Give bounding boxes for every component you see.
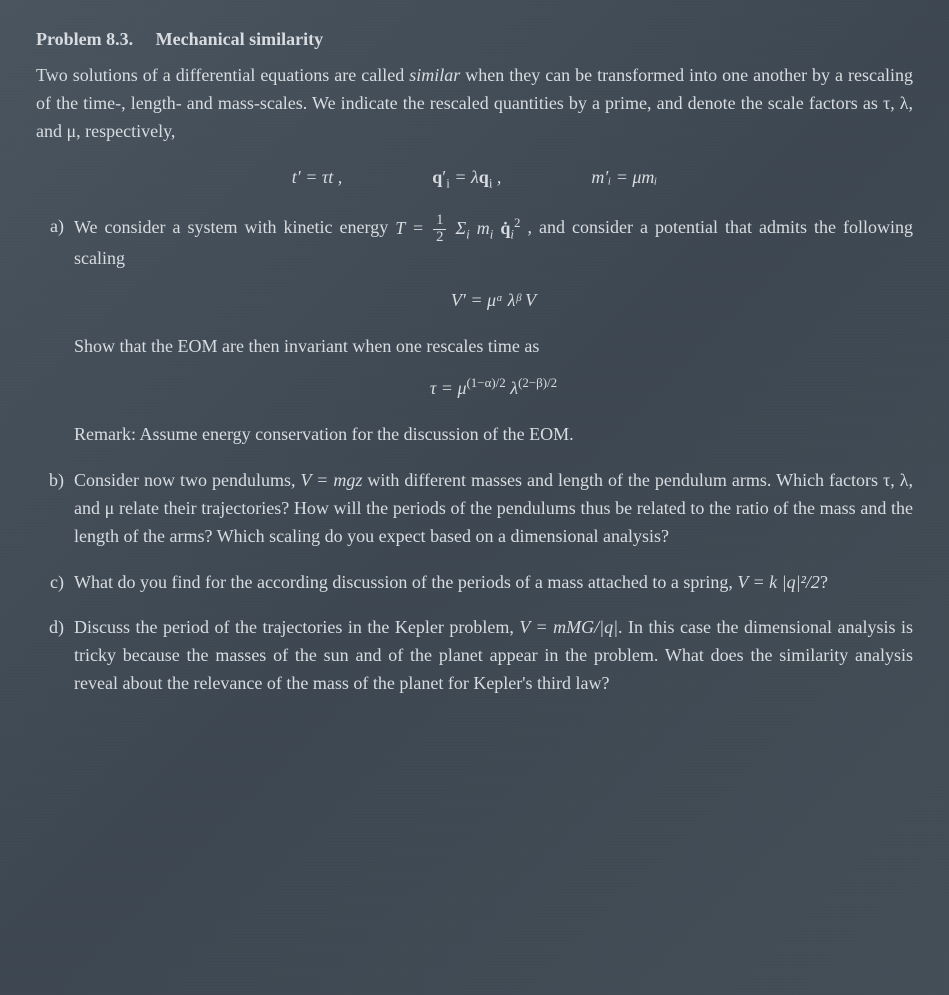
part-c-body: What do you find for the according discu… [74,569,913,597]
intro-text-1: Two solutions of a differential equation… [36,65,409,85]
part-c-V: V = k |q|²/2 [737,572,820,592]
scale-definitions: t′ = τt , q′i = λqi , m′ᵢ = μmᵢ [36,164,913,192]
part-b-label: b) [36,467,64,551]
scale-time: t′ = τt , [292,164,343,192]
part-c-label: c) [36,569,64,597]
part-c: c) What do you find for the according di… [36,569,913,597]
eq-tau: τ = μ(1−α)/2 λ(2−β)/2 [74,375,913,403]
part-c-pre: What do you find for the according discu… [74,572,737,592]
q-prime: q [432,167,442,187]
problem-number: Problem 8.3. [36,29,133,49]
part-a-body: We consider a system with kinetic energy… [74,213,913,448]
part-a-remark: Remark: Assume energy conservation for t… [74,421,913,449]
part-a-show: Show that the EOM are then invariant whe… [74,333,913,361]
problem-header: Problem 8.3. Mechanical similarity [36,26,913,54]
part-d-pre: Discuss the period of the trajectories i… [74,617,519,637]
part-d: d) Discuss the period of the trajectorie… [36,614,913,698]
problem-title: Mechanical similarity [156,29,323,49]
part-d-body: Discuss the period of the trajectories i… [74,614,913,698]
part-a-label: a) [36,213,64,448]
part-b-pre: Consider now two pendulums, [74,470,301,490]
part-d-V: V = mMG/|q| [519,617,618,637]
part-b-body: Consider now two pendulums, V = mgz with… [74,467,913,551]
intro-paragraph: Two solutions of a differential equation… [36,62,913,146]
part-b: b) Consider now two pendulums, V = mgz w… [36,467,913,551]
part-c-q: ? [820,572,828,592]
intro-similar: similar [409,65,460,85]
part-a: a) We consider a system with kinetic ene… [36,213,913,448]
kinetic-energy-expr: T = 12 Σi mi q̇i2 [395,218,527,238]
eq-V-scaling: V′ = μᵅ λᵝ V [74,287,913,315]
part-d-label: d) [36,614,64,698]
scale-length: q′i = λqi , [432,164,501,192]
part-a-lead: We consider a system with kinetic energy [74,218,395,238]
scale-mass: m′ᵢ = μmᵢ [591,164,657,192]
part-b-V: V = mgz [301,470,363,490]
